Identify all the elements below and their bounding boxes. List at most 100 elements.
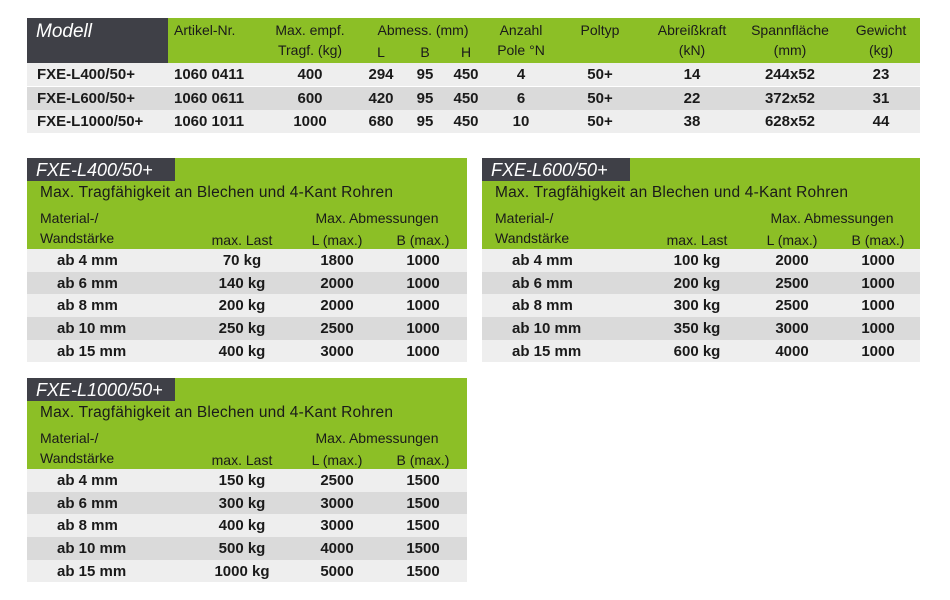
header-L: L (377, 44, 385, 60)
cell-max-last: 400 kg (218, 517, 266, 535)
cell: FXE-L600/50+ (37, 89, 135, 107)
cell-L-max: 3000 (775, 320, 809, 338)
table-row: ab 15 mm 1000 kg 5000 1500 (27, 559, 467, 583)
cell-B-max: 1000 (861, 297, 895, 315)
cell: 95 (416, 113, 434, 130)
cell: FXE-L400/50+ (37, 66, 135, 83)
cell-max-last: 500 kg (218, 540, 266, 558)
cell-max-last: 150 kg (218, 472, 266, 489)
cell-L-max: 1800 (320, 252, 354, 269)
cell-material: ab 6 mm (57, 274, 118, 292)
cell: 22 (683, 89, 701, 107)
cell-max-last: 600 kg (673, 342, 721, 360)
cell: 31 (872, 89, 890, 107)
cell-B-max: 1500 (406, 494, 440, 512)
table-title: FXE-L400/50+ (27, 158, 175, 181)
table-row: FXE-L1000/50+ 1060 1011 1000 680 95 450 10 50+ 3… (27, 110, 920, 133)
cell-L-max: 3000 (320, 494, 354, 512)
header-gewicht-1: Gewicht (855, 22, 907, 38)
header-kraft-2: (kN) (678, 42, 706, 58)
cell-max-last: 200 kg (673, 274, 721, 292)
cell-material: ab 4 mm (57, 252, 118, 269)
header-material: Material-/ (495, 210, 554, 226)
cell-max-last: 70 kg (222, 252, 262, 269)
cell-L-max: 2500 (320, 320, 354, 338)
cell-material: ab 8 mm (512, 297, 573, 315)
cell-L-max: 2000 (775, 252, 809, 269)
cell: 1060 0611 (174, 89, 245, 107)
header-max-last: max. Last (211, 452, 273, 468)
cell-L-max: 2000 (320, 297, 354, 315)
cell-material: ab 15 mm (512, 342, 582, 360)
cell-material: ab 15 mm (57, 342, 127, 360)
header-material: Material-/ (40, 430, 99, 446)
header-spann-2: (mm) (773, 42, 807, 58)
header-max-abmessungen: Max. Abmessungen (770, 210, 894, 226)
header-abmess: Abmess. (mm) (377, 22, 469, 38)
table-row: ab 8 mm 300 kg 2500 1000 (482, 294, 920, 318)
cell-L-max: 2500 (775, 297, 809, 315)
cell-material: ab 4 mm (57, 472, 118, 489)
cell-max-last: 300 kg (673, 297, 721, 315)
cell: 10 (512, 113, 530, 130)
cell-B-max: 1500 (406, 562, 440, 580)
cell-B-max: 1000 (406, 274, 440, 292)
header-spann-1: Spannfläche (751, 22, 829, 38)
cell-L-max: 2000 (320, 274, 354, 292)
cell-max-last: 200 kg (218, 297, 266, 315)
cell: 1060 1011 (174, 113, 245, 130)
cell-L-max: 3000 (320, 342, 354, 360)
cell: 600 (297, 89, 323, 107)
header-max-abmessungen: Max. Abmessungen (315, 210, 439, 226)
cell: 50+ (587, 66, 613, 83)
header-wandstaerke: Wandstärke (40, 230, 115, 246)
cell: 50+ (587, 89, 613, 107)
cell: FXE-L1000/50+ (37, 113, 144, 130)
modell-header: Modell (36, 21, 92, 42)
header-kraft-1: Abreißkraft (657, 22, 727, 38)
cell: 372x52 (764, 89, 816, 107)
cell: 14 (683, 66, 701, 83)
cell-B-max: 1000 (406, 252, 440, 269)
cell: 450 (453, 66, 479, 83)
table-subtitle: Max. Tragfähigkeit an Blechen und 4-Kant… (40, 184, 394, 201)
table-row: ab 4 mm 100 kg 2000 1000 (482, 249, 920, 272)
cell-L-max: 2500 (320, 472, 354, 489)
cell-max-last: 1000 kg (214, 562, 270, 580)
header-max-last: max. Last (666, 232, 728, 248)
header-B-max: B (max.) (851, 232, 905, 248)
header-wandstaerke: Wandstärke (495, 230, 570, 246)
modell-header-cell: Modell (27, 18, 168, 63)
cell: 50+ (587, 113, 613, 130)
table-row: ab 10 mm 250 kg 2500 1000 (27, 317, 467, 340)
cell-B-max: 1500 (406, 517, 440, 535)
table-title: FXE-L600/50+ (482, 158, 630, 181)
table-title: FXE-L1000/50+ (27, 378, 175, 401)
cell-B-max: 1000 (406, 297, 440, 315)
cell: 44 (872, 113, 890, 130)
cell: 1060 0411 (174, 66, 245, 83)
cell: 4 (516, 66, 526, 83)
cell-material: ab 8 mm (57, 297, 118, 315)
cell-material: ab 15 mm (57, 562, 127, 580)
table-subtitle: Max. Tragfähigkeit an Blechen und 4-Kant… (495, 184, 849, 201)
cell: 294 (368, 66, 394, 83)
cell-max-last: 100 kg (673, 252, 721, 269)
header-material: Material-/ (40, 210, 99, 226)
table-row: ab 4 mm 70 kg 1800 1000 (27, 249, 467, 272)
table-row: ab 4 mm 150 kg 2500 1500 (27, 469, 467, 492)
cell: 628x52 (764, 113, 816, 130)
table-row: FXE-L600/50+ 1060 0611 600 420 95 450 6 50+ 22 37… (27, 86, 920, 110)
table-row: ab 8 mm 400 kg 3000 1500 (27, 514, 467, 538)
cell: 6 (516, 89, 526, 107)
cell: 450 (453, 113, 479, 130)
cell: 23 (872, 66, 890, 83)
cell-material: ab 6 mm (512, 274, 573, 292)
header-wandstaerke: Wandstärke (40, 450, 115, 466)
cell-B-max: 1000 (406, 320, 440, 338)
table-row: ab 6 mm 140 kg 2000 1000 (27, 271, 467, 295)
cell: 244x52 (764, 66, 816, 83)
header-gewicht-2: (kg) (868, 42, 894, 58)
cell-L-max: 4000 (775, 342, 809, 360)
header-B-max: B (max.) (396, 452, 450, 468)
